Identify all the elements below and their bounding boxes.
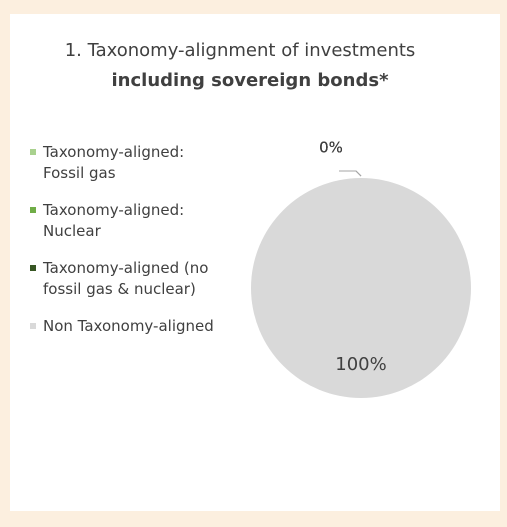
legend-label: Non Taxonomy-aligned [43, 317, 214, 335]
legend-entry: Taxonomy-aligned (no fossil gas & nuclea… [30, 258, 230, 300]
legend-label: Taxonomy-aligned: Fossil gas [43, 143, 185, 182]
legend-label: Taxonomy-aligned: Nuclear [43, 201, 185, 240]
data-label: 0% [319, 139, 343, 157]
legend-entry: Taxonomy-aligned: Fossil gas [30, 142, 230, 184]
data-label: 0% [319, 139, 343, 157]
pie-slice [251, 178, 471, 398]
chart-title: 1. Taxonomy-alignment of investments [64, 40, 416, 61]
legend-label: Taxonomy-aligned (no fossil gas & nuclea… [43, 259, 209, 298]
legend-swatch [30, 149, 36, 155]
chart-subtitle: including sovereign bonds* [111, 70, 389, 91]
legend-entry: Taxonomy-aligned: Nuclear [30, 200, 230, 242]
leader-line [339, 170, 362, 177]
legend-swatch [30, 323, 36, 329]
data-label: 100% [335, 354, 386, 375]
data-label: 0% [319, 139, 343, 157]
legend-swatch [30, 207, 36, 213]
legend-swatch [30, 265, 36, 271]
leader-line [339, 170, 362, 177]
legend-entry: Non Taxonomy-aligned [30, 316, 230, 337]
leader-line [339, 170, 362, 177]
legend: Taxonomy-aligned: Fossil gas Taxonomy-ali… [30, 142, 230, 353]
